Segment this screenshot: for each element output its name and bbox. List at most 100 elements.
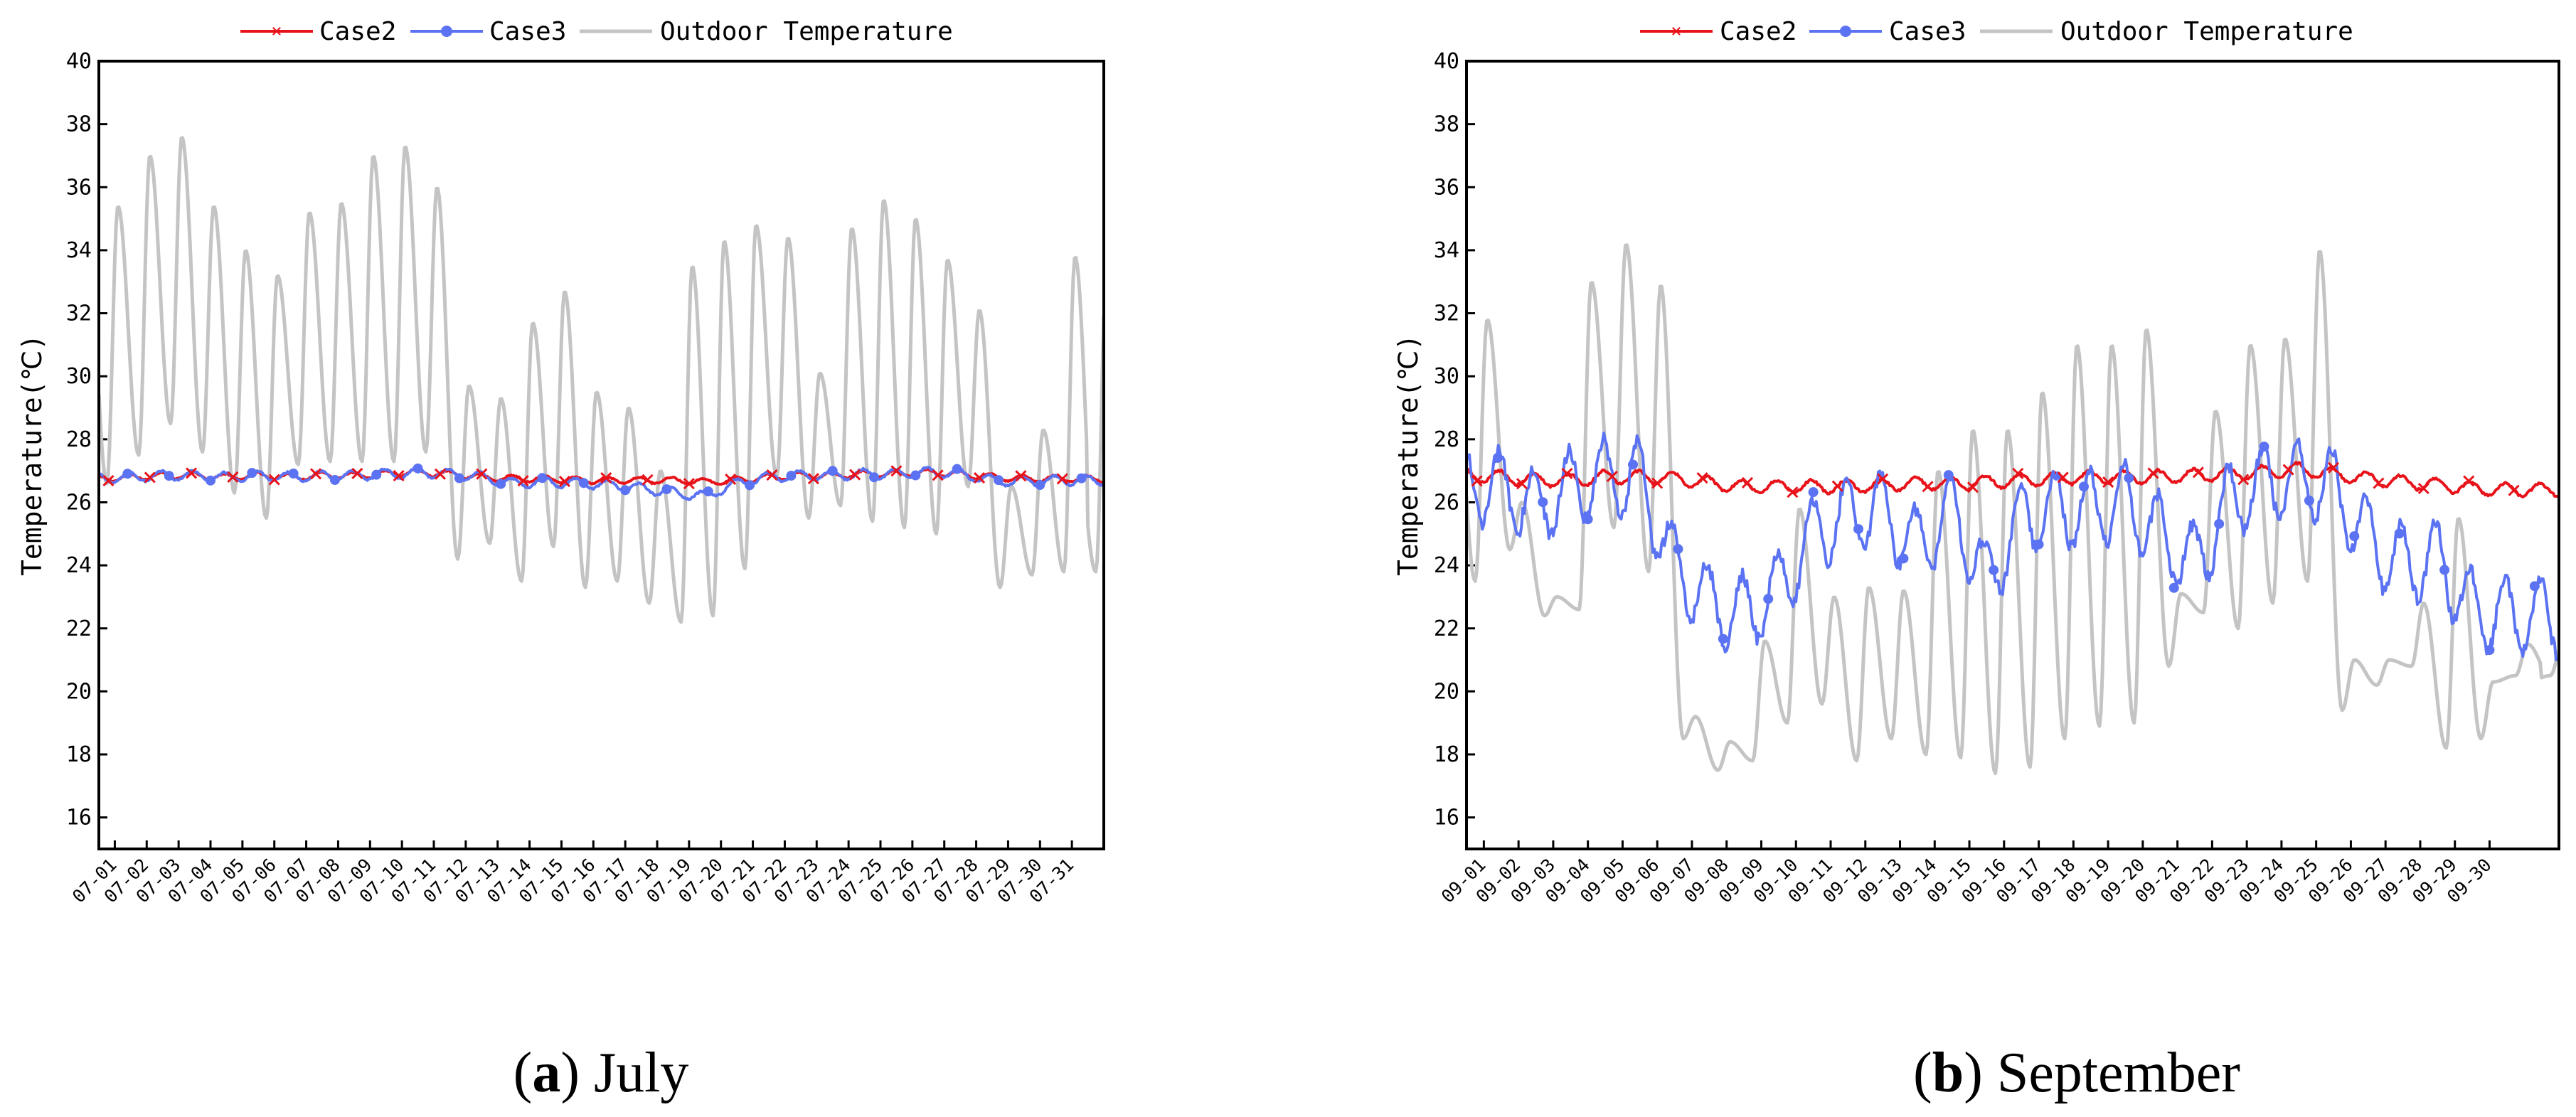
case2-marker (600, 471, 612, 484)
case3-marker (2529, 581, 2540, 592)
caption-label: a (532, 1042, 560, 1104)
case3-marker (1898, 553, 1909, 564)
x-axis: 07-0107-0207-0307-0407-0507-0607-0707-08… (68, 840, 1077, 907)
case3-marker (2078, 481, 2089, 492)
case2-marker (2463, 475, 2475, 487)
legend: × Case2 Case3 Outdoor Temperature (1640, 17, 2353, 46)
case2-marker (2417, 482, 2429, 495)
case2-marker (890, 465, 903, 477)
case3-marker (206, 475, 215, 486)
legend-outdoor-label: Outdoor Temperature (660, 17, 953, 46)
case3-marker (2349, 531, 2360, 542)
case3-marker (247, 468, 257, 479)
plot-frame (1465, 60, 2560, 850)
case3-marker (288, 469, 299, 479)
y-tick-label: 26 (66, 490, 92, 515)
case2-marker (268, 474, 280, 486)
case3-marker (2168, 582, 2179, 593)
y-tick-label: 24 (66, 553, 92, 578)
y-tick-label: 22 (66, 616, 92, 641)
case2-marker (2282, 464, 2294, 476)
case2-marker (102, 475, 115, 487)
case2-marker (932, 469, 944, 481)
case2-marker (2192, 466, 2204, 479)
case3-marker (1718, 634, 1728, 644)
y-tick-label: 16 (66, 806, 92, 830)
caption-text: September (1997, 1042, 2240, 1104)
case3-marker (1628, 459, 1639, 470)
case2-marker (476, 468, 488, 480)
case3-marker (1989, 565, 1999, 575)
case3-marker (2259, 442, 2269, 452)
y-tick-label: 38 (1434, 112, 1459, 137)
caption-label: b (1932, 1042, 1964, 1104)
legend-case2-marker: × (1671, 21, 1682, 42)
case2-marker (807, 473, 819, 485)
y-tick-label: 16 (1434, 806, 1459, 830)
y-tick-label: 22 (1434, 616, 1459, 641)
y-tick-label: 40 (1434, 49, 1459, 74)
case3-marker (661, 484, 672, 495)
case3-marker (537, 473, 548, 483)
series-outdoor-temperature (100, 136, 1102, 624)
case2-marker (393, 470, 405, 482)
case2-marker (309, 468, 322, 480)
case2-marker (725, 473, 737, 486)
case2-marker (2102, 476, 2114, 488)
case3-marker (2439, 565, 2450, 575)
case2-marker (2237, 474, 2250, 486)
case3-marker (454, 473, 464, 483)
case2-marker (1056, 473, 1068, 485)
case3-marker (164, 471, 174, 481)
case3-marker (1763, 594, 1774, 604)
legend-case2-marker: × (271, 21, 282, 42)
case3-marker (496, 479, 506, 489)
case3-marker (1943, 470, 1954, 481)
y-tick-label: 28 (66, 427, 92, 452)
legend-case3-marker (1840, 26, 1851, 37)
case3-marker (745, 480, 755, 491)
case3-marker (2214, 518, 2225, 529)
y-tick-label: 34 (1434, 238, 1459, 263)
case2-marker (2327, 461, 2340, 474)
case2-marker (2508, 484, 2520, 496)
case2-marker (351, 467, 363, 480)
y-tick-label: 40 (66, 49, 92, 74)
case3-marker (1582, 514, 1593, 525)
caption-text: July (594, 1042, 688, 1104)
case2-marker (144, 471, 156, 483)
case2-marker (1831, 480, 1843, 492)
case2-marker (1696, 472, 1708, 484)
chart-panel-july: × Case2 Case3 Outdoor Temperature 16 18 20… (16, 17, 1105, 1104)
y-axis-label: Temperature(℃) (16, 334, 48, 576)
case2-marker (1471, 475, 1483, 487)
case3-marker (2304, 496, 2314, 506)
y-tick-label: 18 (1434, 742, 1459, 767)
case2-marker (642, 474, 654, 486)
series-layer (1468, 243, 2558, 776)
y-tick-label: 36 (1434, 175, 1459, 200)
case3-marker (1808, 487, 1819, 498)
case2-marker (227, 471, 239, 483)
case3-marker (1492, 452, 1503, 463)
case2-marker (1741, 476, 1754, 489)
legend-case2-label: Case2 (1720, 17, 1797, 46)
legend: × Case2 Case3 Outdoor Temperature (240, 17, 953, 46)
case3-marker (1673, 544, 1683, 555)
case3-marker (703, 486, 713, 497)
case3-marker (329, 475, 340, 486)
case3-marker (1076, 473, 1087, 483)
case3-marker (122, 469, 133, 479)
case2-marker (1561, 467, 1573, 480)
y-tick-label: 32 (66, 301, 92, 326)
plot-frame (97, 60, 1105, 850)
case2-marker (1015, 470, 1027, 482)
case3-marker (910, 470, 921, 481)
case2-marker (1516, 478, 1528, 490)
y-tick-label: 20 (66, 679, 92, 704)
case3-marker (869, 472, 880, 483)
case3-marker (1853, 524, 1864, 535)
series-layer (100, 136, 1102, 624)
case3-marker (786, 471, 797, 481)
